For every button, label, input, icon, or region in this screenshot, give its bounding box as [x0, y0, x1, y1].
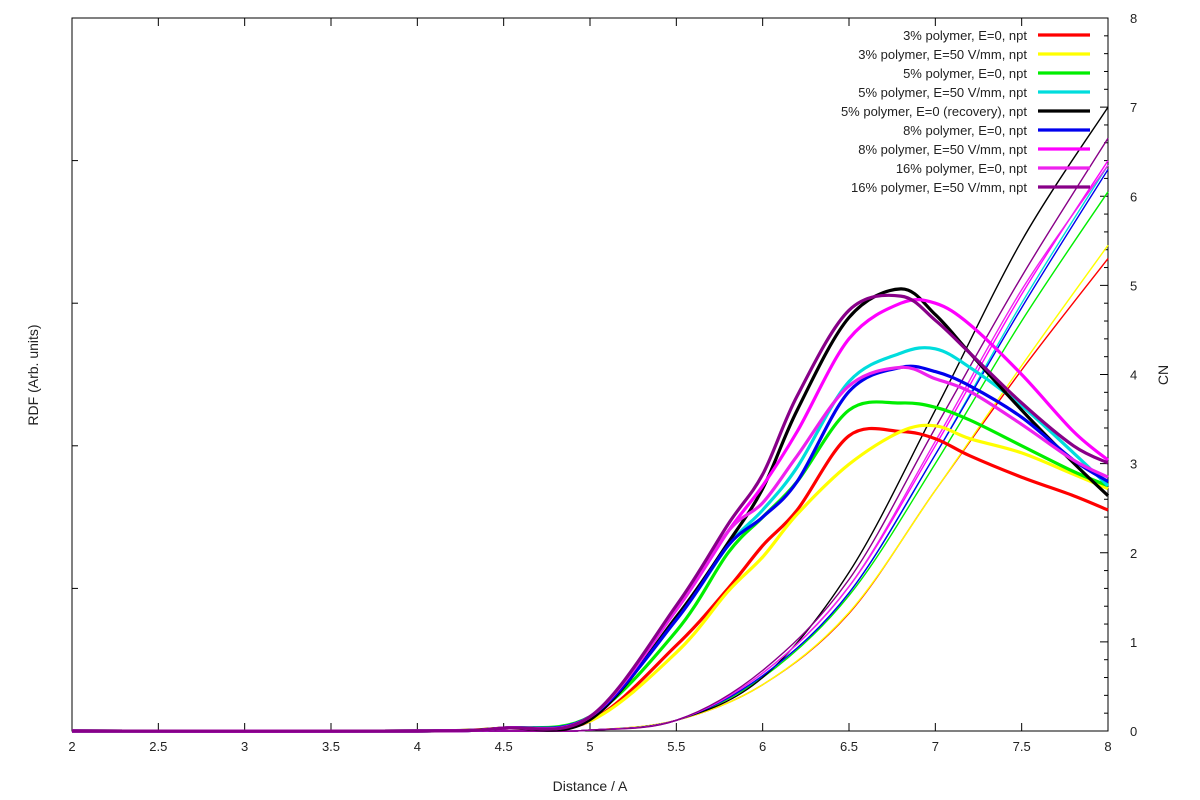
y-axis-right-label: CN [1155, 365, 1171, 385]
x-tick-label: 2.5 [149, 739, 167, 754]
legend-label: 5% polymer, E=0, npt [903, 66, 1027, 81]
legend: 3% polymer, E=0, npt 3% polymer, E=50 V/m… [841, 28, 1090, 195]
x-tick-labels: 2 2.5 3 3.5 4 4.5 5 5.5 6 6.5 7 7.5 8 [68, 739, 1111, 754]
y-right-tick-label: 4 [1130, 368, 1137, 383]
rdf-series-line [71, 293, 1109, 733]
rdf-series-line [71, 423, 1109, 733]
rdf-series-line [71, 346, 1110, 733]
cn-series-line [71, 191, 1109, 732]
rdf-curves [71, 287, 1110, 733]
x-tick-label: 5.5 [667, 739, 685, 754]
x-tick-label: 3.5 [322, 739, 340, 754]
legend-label: 8% polymer, E=50 V/mm, npt [858, 142, 1027, 157]
y-right-tick-label: 2 [1130, 546, 1137, 561]
x-tick-label: 7.5 [1013, 739, 1031, 754]
cn-series-line [71, 258, 1109, 732]
y-right-tick-label: 1 [1130, 635, 1137, 650]
x-tick-label: 3 [241, 739, 248, 754]
y-right-tick-labels: 0 1 2 3 4 5 6 7 8 [1130, 11, 1137, 739]
cn-series-line [71, 169, 1109, 732]
x-axis-label: Distance / A [553, 778, 628, 794]
y-axis-left-label: RDF (Arb. units) [25, 324, 41, 425]
x-tick-label: 5 [586, 739, 593, 754]
x-tick-label: 2 [68, 739, 75, 754]
y-right-tick-label: 7 [1130, 100, 1137, 115]
rdf-series-line [71, 426, 1109, 733]
x-tick-label: 8 [1104, 739, 1111, 754]
cn-curves [71, 106, 1109, 732]
x-tick-label: 4 [414, 739, 421, 754]
x-tick-label: 7 [932, 739, 939, 754]
legend-label: 8% polymer, E=0, npt [903, 123, 1027, 138]
legend-label: 5% polymer, E=50 V/mm, npt [858, 85, 1027, 100]
legend-label: 3% polymer, E=0, npt [903, 28, 1027, 43]
legend-label: 5% polymer, E=0 (recovery), npt [841, 104, 1027, 119]
y-right-tick-label: 3 [1130, 457, 1137, 472]
y-right-tick-label: 6 [1130, 189, 1137, 204]
rdf-series-line [71, 298, 1110, 733]
x-tick-label: 4.5 [495, 739, 513, 754]
rdf-series-line [71, 364, 1109, 733]
cn-series-line [71, 106, 1109, 732]
x-tick-label: 6 [759, 739, 766, 754]
rdf-series-line [71, 365, 1109, 733]
legend-label: 16% polymer, E=0, npt [896, 161, 1028, 176]
x-tick-label: 6.5 [840, 739, 858, 754]
axis-ticks [71, 17, 1109, 732]
y-right-tick-label: 8 [1130, 11, 1137, 26]
cn-series-line [71, 244, 1109, 732]
y-right-tick-label: 5 [1130, 278, 1137, 293]
legend-label: 3% polymer, E=50 V/mm, npt [858, 47, 1027, 62]
legend-label: 16% polymer, E=50 V/mm, npt [851, 180, 1027, 195]
rdf-series-line [71, 400, 1109, 733]
y-right-tick-label: 0 [1130, 724, 1137, 739]
